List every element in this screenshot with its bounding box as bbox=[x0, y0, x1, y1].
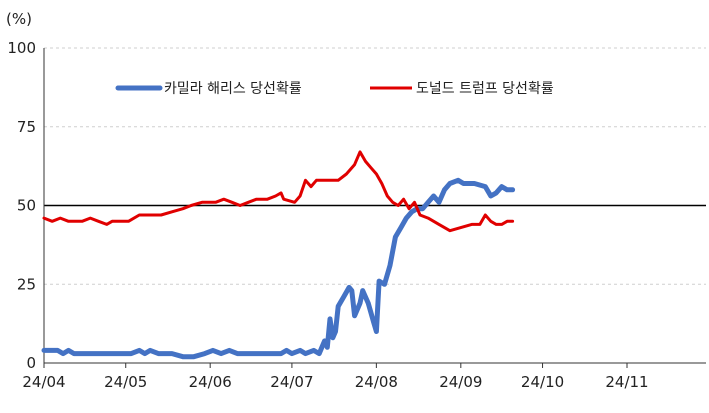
series-line-trump bbox=[42, 150, 515, 233]
y-tick-100: 100 bbox=[7, 39, 36, 57]
x-tick-24/07: 24/07 bbox=[270, 373, 313, 391]
x-tick-labels: 24/04 24/05 24/06 24/07 24/08 24/09 24/10 24/11 bbox=[22, 363, 649, 391]
legend-label-harris: 카밀라 해리스 당선확률 bbox=[164, 81, 302, 97]
x-tick-24/08: 24/08 bbox=[355, 373, 398, 391]
series-lines bbox=[41, 150, 516, 360]
x-tick-24/04: 24/04 bbox=[22, 373, 65, 391]
series-line-harris bbox=[41, 177, 516, 360]
grid-lines bbox=[43, 47, 706, 364]
x-tick-24/06: 24/06 bbox=[189, 373, 232, 391]
legend-label-trump: 도널드 트럼프 당선확률 bbox=[416, 81, 554, 97]
y-tick-50: 50 bbox=[17, 197, 36, 215]
x-tick-24/09: 24/09 bbox=[439, 373, 482, 391]
y-tick-25: 25 bbox=[17, 275, 36, 293]
unit-label: (%) bbox=[6, 10, 32, 28]
x-tick-24/11: 24/11 bbox=[605, 373, 648, 391]
x-tick-24/05: 24/05 bbox=[104, 373, 147, 391]
legend: 카밀라 해리스 당선확률 도널드 트럼프 당선확률 bbox=[115, 81, 554, 97]
y-tick-75: 75 bbox=[17, 118, 36, 136]
x-tick-24/10: 24/10 bbox=[521, 373, 564, 391]
y-tick-0: 0 bbox=[26, 354, 36, 372]
y-tick-labels: 0 25 50 75 100 bbox=[7, 39, 36, 372]
